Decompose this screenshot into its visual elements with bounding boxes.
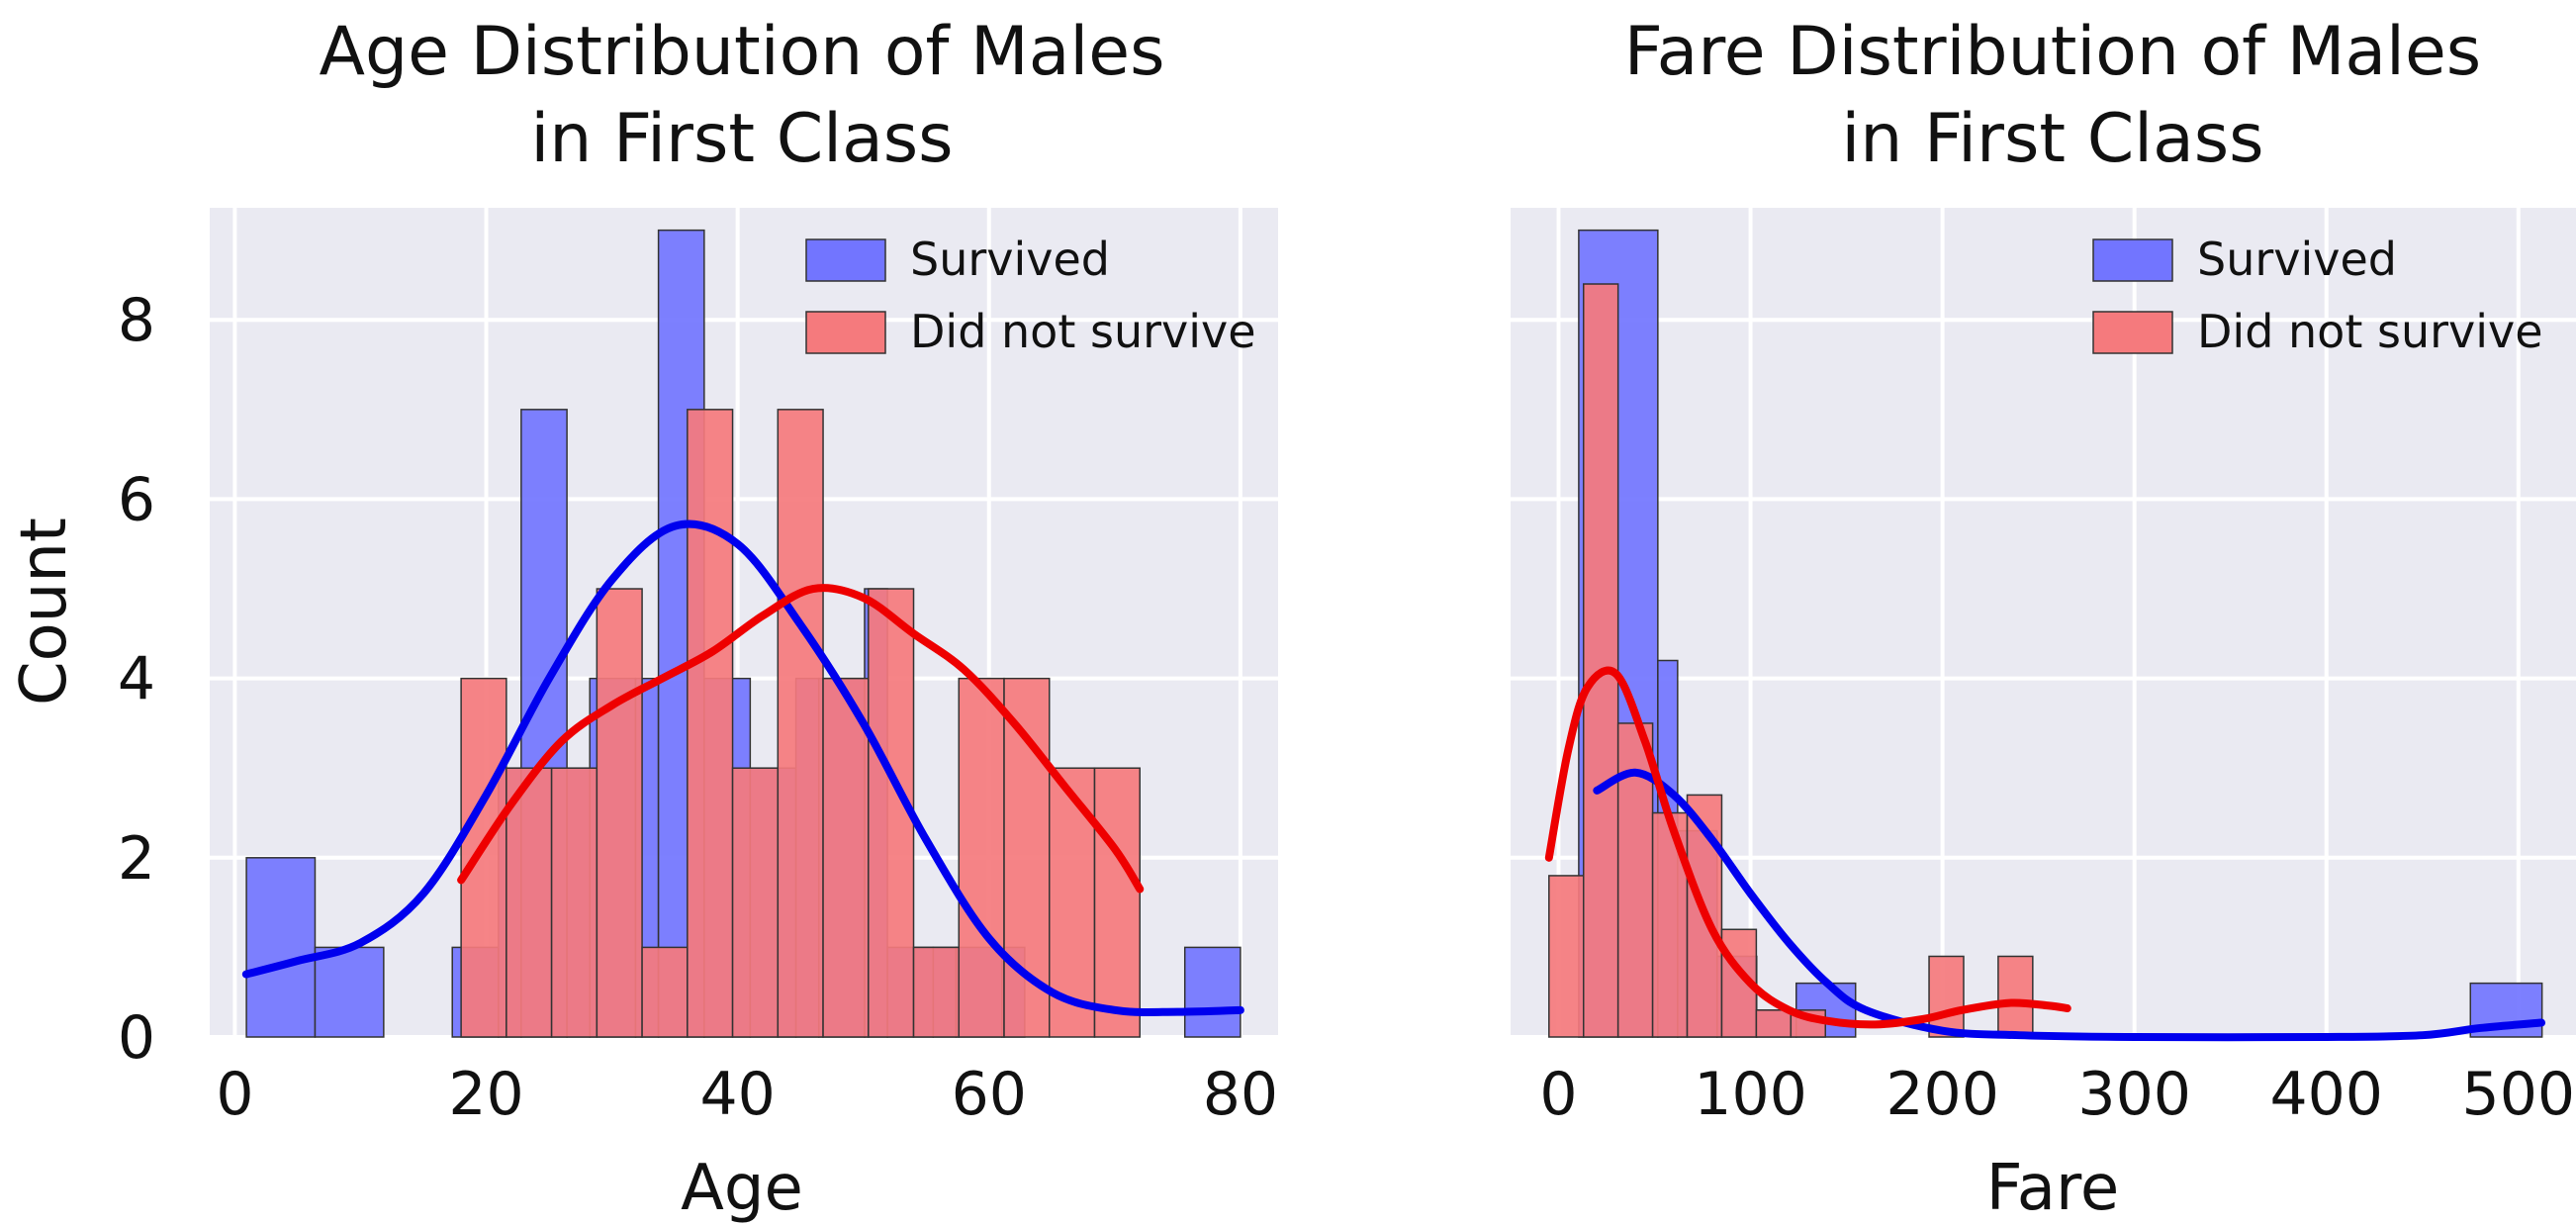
fare-x-tick-label: 300 [2077,1060,2191,1129]
age-died-bar [1093,767,1141,1038]
age-x-tick-label: 80 [1203,1060,1278,1129]
fare-x-tick-label: 500 [2462,1060,2576,1129]
fare-died-bar [1928,955,1965,1038]
fare-chart: Fare Distribution of Males in First Clas… [1511,13,2576,1225]
fare-died-bar [1582,283,1619,1038]
age-died-bar [731,767,780,1038]
age-died-bar [912,946,961,1038]
age-died-bar [550,767,598,1038]
fare-died-bar [1548,875,1585,1038]
age-died-bar [506,767,553,1038]
fare-x-tick-label: 400 [2269,1060,2383,1129]
age-survived-bar [314,946,385,1038]
fare-x-tick-label: 100 [1694,1060,1807,1129]
fare-died-bar [1997,955,2034,1038]
age-y-tick-label: 0 [118,1003,155,1073]
age-died-bar [687,409,734,1038]
age-x-tick-label: 60 [952,1060,1027,1129]
age-legend-label-survived: Survived [910,233,1110,286]
age-y-tick-label: 4 [118,645,155,714]
fare-legend-label-died: Did not survive [2197,305,2543,358]
age-legend: Survived Did not survive [805,233,1256,358]
age-survived-bar [245,857,317,1038]
age-died-bar [641,946,689,1038]
age-y-tick-label: 2 [118,824,155,894]
fare-x-tick-label: 200 [1886,1060,1999,1129]
age-legend-swatch-survived [805,238,886,282]
age-chart-title-line-2: in First Class [530,100,953,178]
age-chart-plot-area: 0 20 40 60 80 0 2 4 6 8 Survived Did not survive [118,208,1278,1129]
fare-x-tick-label: 0 [1539,1060,1577,1129]
age-died-bar [596,588,643,1038]
age-survived-kde-line [241,519,1244,1016]
age-x-tick-label: 20 [448,1060,523,1129]
age-x-tick-label: 40 [699,1060,775,1129]
age-survived-bar [1183,946,1242,1038]
age-legend-swatch-died [805,311,886,354]
fare-chart-plot-area: 0 100 200 300 400 500 Survived Did not survive [1511,208,2576,1129]
fare-legend-swatch-survived [2092,238,2173,282]
age-chart-title-line-1: Age Distribution of Males [319,13,1164,91]
fare-died-bar [1755,1009,1793,1038]
age-died-bar [460,677,507,1038]
age-x-tick-label: 0 [216,1060,253,1129]
fare-chart-title-line-2: in First Class [1841,100,2263,178]
age-died-bar [777,409,824,1038]
age-died-bar [958,677,1005,1038]
fare-legend-label-survived: Survived [2197,233,2397,286]
age-legend-label-died: Did not survive [910,305,1256,358]
fare-legend: Survived Did not survive [2092,233,2543,358]
fare-legend-swatch-died [2092,311,2173,354]
age-y-tick-label: 6 [118,465,155,534]
fare-chart-title-line-1: Fare Distribution of Males [1624,13,2481,91]
age-died-bar [822,677,870,1038]
fare-chart-x-axis-label: Fare [1986,1152,2119,1225]
age-chart: Age Distribution of Males in First Class… [8,13,1278,1225]
age-y-tick-label: 8 [118,286,155,355]
fare-died-kde-line [1544,666,2071,1029]
age-chart-y-axis-label: Count [8,518,81,706]
age-chart-x-axis-label: Age [681,1152,803,1225]
age-died-kde-line [457,584,1145,894]
